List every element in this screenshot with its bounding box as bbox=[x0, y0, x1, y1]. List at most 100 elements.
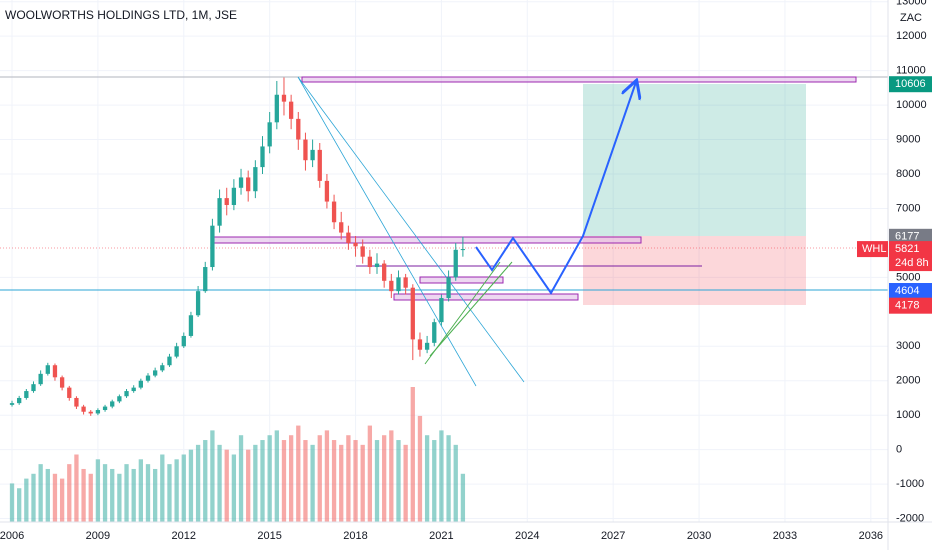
symbol-text: WHL bbox=[862, 243, 886, 255]
candle-body bbox=[288, 101, 294, 119]
volume-bar bbox=[224, 449, 229, 522]
currency-label: ZAC bbox=[900, 12, 922, 24]
y-tick-label: 10000 bbox=[896, 99, 927, 111]
volume-bar bbox=[339, 444, 344, 522]
x-tick-label: 2036 bbox=[859, 530, 883, 542]
volume-bar bbox=[432, 440, 437, 522]
volume-bar bbox=[195, 444, 201, 522]
loss-zone bbox=[583, 236, 806, 305]
volume-bar bbox=[9, 483, 15, 522]
y-tick-label: 1000 bbox=[896, 409, 920, 421]
volume-bar bbox=[260, 440, 265, 522]
volume-bar bbox=[110, 468, 115, 522]
candle-body bbox=[317, 149, 322, 181]
candle-body bbox=[396, 277, 401, 292]
y-tick-label: 12000 bbox=[896, 30, 927, 42]
candle-body bbox=[145, 375, 151, 381]
volume-bar bbox=[45, 468, 50, 522]
volume-bar bbox=[181, 454, 186, 522]
candle-body bbox=[102, 406, 108, 411]
candle-body bbox=[52, 365, 58, 378]
candle-body bbox=[174, 346, 179, 357]
candle-body bbox=[45, 365, 50, 374]
candle-body bbox=[24, 391, 29, 398]
candle-body bbox=[238, 177, 244, 188]
volume-bar bbox=[353, 440, 358, 522]
candle-body bbox=[367, 256, 373, 268]
candle-body bbox=[117, 396, 122, 402]
volume-bar bbox=[453, 444, 458, 522]
volume-bar bbox=[203, 440, 208, 522]
volume-bar bbox=[52, 473, 58, 522]
candle-body bbox=[224, 198, 229, 206]
volume-bar bbox=[374, 440, 380, 522]
y-tick-label: 0 bbox=[896, 444, 902, 456]
projection-path bbox=[475, 82, 636, 295]
symbol-label bbox=[857, 241, 888, 258]
y-tick-label: 8000 bbox=[896, 168, 920, 180]
candle-body bbox=[88, 411, 93, 414]
zone bbox=[211, 236, 642, 244]
zone bbox=[419, 276, 504, 284]
candle-body bbox=[153, 370, 158, 376]
candle-body bbox=[167, 356, 172, 366]
y-tick-label: 5000 bbox=[896, 271, 920, 283]
candle-body bbox=[59, 377, 65, 388]
candle-body bbox=[188, 315, 194, 336]
volume-bar bbox=[117, 473, 122, 522]
y-tick-label: 13000 bbox=[896, 0, 927, 8]
candle-body bbox=[95, 410, 101, 414]
volume-bar bbox=[324, 430, 330, 522]
candle-body bbox=[231, 187, 237, 206]
x-tick-label: 2027 bbox=[601, 530, 625, 542]
price-label bbox=[889, 228, 932, 245]
volume-bar bbox=[403, 444, 408, 522]
candle-body bbox=[38, 373, 43, 385]
price-label-text: 4178 bbox=[895, 300, 919, 312]
volume-bar bbox=[410, 387, 415, 522]
zone bbox=[301, 76, 857, 83]
x-tick-label: 2018 bbox=[343, 530, 367, 542]
candle-body bbox=[17, 397, 22, 404]
volume-bar bbox=[296, 425, 301, 522]
candle-body bbox=[124, 391, 129, 397]
volume-bar bbox=[460, 473, 466, 522]
candle-body bbox=[138, 380, 143, 388]
volume-bar bbox=[67, 464, 72, 522]
candle-body bbox=[310, 149, 315, 161]
profit-zone bbox=[583, 84, 806, 236]
volume-bar bbox=[331, 440, 337, 522]
candle-body bbox=[417, 339, 423, 350]
volume-bar bbox=[31, 473, 36, 522]
candle-body bbox=[253, 167, 258, 192]
y-tick-label: 3000 bbox=[896, 340, 920, 352]
volume-bar bbox=[253, 444, 258, 522]
y-tick-label: -1000 bbox=[896, 478, 924, 490]
candle-body bbox=[446, 277, 451, 299]
x-tick-label: 2015 bbox=[257, 530, 281, 542]
candle-body bbox=[246, 177, 251, 192]
candle-body bbox=[81, 406, 86, 412]
volume-bar bbox=[131, 468, 136, 522]
y-tick-label: -2000 bbox=[896, 512, 924, 524]
volume-bar bbox=[153, 468, 158, 522]
volume-bar bbox=[138, 459, 143, 522]
volume-bar bbox=[382, 435, 387, 522]
candle-body bbox=[374, 263, 380, 268]
volume-bar bbox=[174, 459, 179, 522]
zone bbox=[393, 293, 579, 301]
candle-body bbox=[31, 384, 36, 392]
candle-body bbox=[181, 335, 186, 347]
volume-bar bbox=[346, 435, 351, 522]
volume-bar bbox=[246, 449, 251, 522]
candle-body bbox=[296, 118, 301, 140]
y-tick-label: 7000 bbox=[896, 202, 920, 214]
volume-bar bbox=[81, 468, 86, 522]
candle-body bbox=[360, 246, 365, 257]
candle-body bbox=[210, 225, 215, 268]
volume-bar bbox=[288, 435, 294, 522]
channel-line bbox=[429, 261, 513, 357]
candle-body bbox=[274, 94, 279, 123]
candle-body bbox=[260, 146, 265, 168]
candle-body bbox=[382, 263, 387, 281]
